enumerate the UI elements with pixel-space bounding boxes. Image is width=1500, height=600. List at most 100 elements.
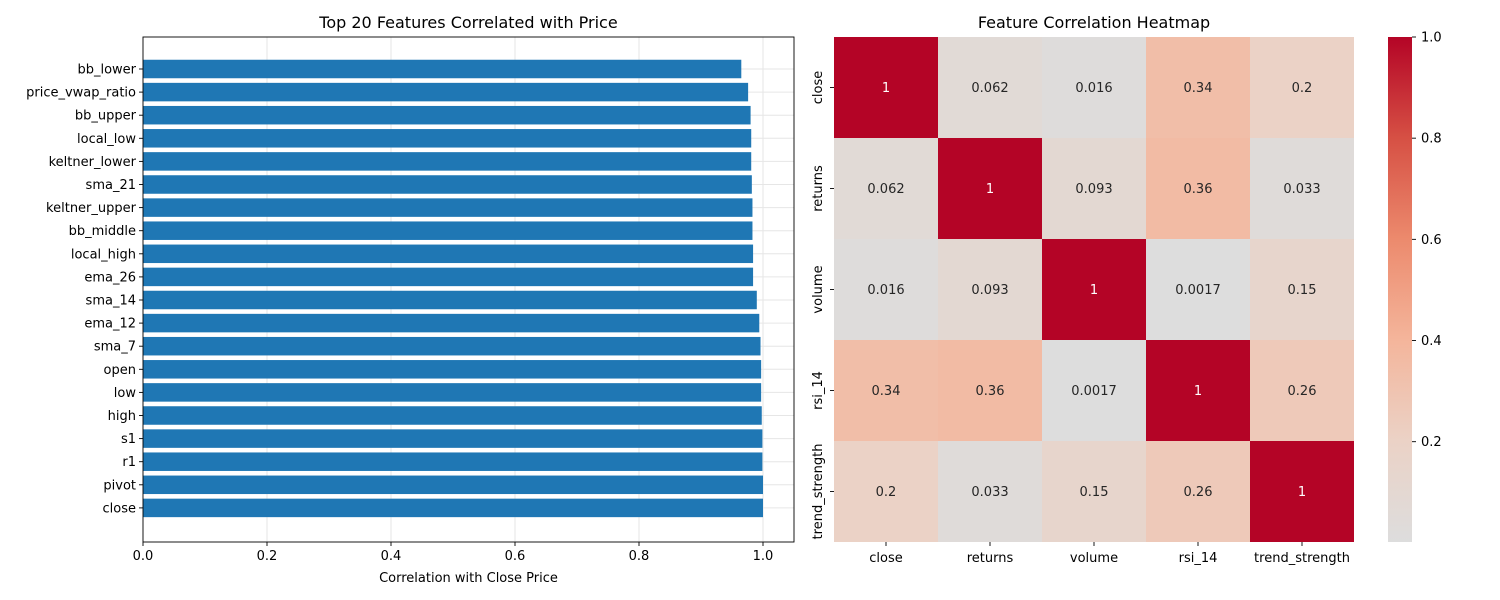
bar [143, 267, 754, 287]
colorbar-tick-label: 1.0 [1421, 31, 1442, 46]
heatmap-cell [1146, 441, 1250, 542]
bar [143, 290, 757, 310]
y-tick-label: sma_21 [86, 178, 136, 193]
heatmap-cells: 1 0.062 0.016 0.34 0.2 0.062 1 0.093 0.36 0.033 0.… [834, 37, 1354, 542]
heatmap-y-tick-label: trend_strength [811, 444, 826, 540]
bar-x-axis-label: Correlation with Close Price [379, 571, 558, 586]
heatmap-cell-value: 0.36 [1184, 182, 1213, 197]
x-tick-label: 0.8 [629, 549, 650, 564]
y-tick-label: bb_upper [75, 109, 137, 124]
heatmap-cell-value: 0.062 [971, 81, 1008, 96]
bar-x-axis: 0.0 0.2 0.4 0.6 0.8 1.0 [133, 542, 774, 564]
y-tick-label: pivot [103, 478, 136, 493]
heatmap-y-tick-label: rsi_14 [811, 371, 826, 410]
y-tick-label: keltner_upper [46, 201, 137, 216]
bar [143, 59, 742, 79]
heatmap-cell [938, 340, 1042, 441]
bar-chart: Top 20 Features Correlated with Price 0.… [26, 13, 795, 586]
heatmap-y-tick-label: volume [811, 265, 826, 313]
heatmap-x-tick-label: rsi_14 [1179, 551, 1218, 566]
colorbar-tick-label: 0.6 [1421, 233, 1442, 248]
heatmap-cell-value: 1 [882, 81, 890, 96]
bar [143, 475, 763, 495]
heatmap-cell-value: 0.2 [1292, 81, 1313, 96]
y-tick-label: sma_14 [86, 294, 136, 309]
heatmap-cell-value: 0.016 [1075, 81, 1112, 96]
heatmap-cell-value: 0.2 [876, 485, 897, 500]
x-tick-label: 0.6 [505, 549, 526, 564]
heatmap-cell [938, 239, 1042, 340]
bar [143, 152, 752, 171]
x-tick-label: 0.2 [257, 549, 278, 564]
bar-chart-frame [142, 36, 795, 543]
bar [143, 336, 761, 356]
x-tick-label: 0.4 [381, 549, 402, 564]
heatmap-cell [1146, 340, 1250, 441]
heatmap-cell [1250, 37, 1354, 138]
colorbar-tick-label: 0.4 [1421, 334, 1442, 349]
heatmap-cell [1250, 239, 1354, 340]
y-tick-label: open [104, 363, 136, 378]
heatmap-x-tick-label: returns [967, 551, 1014, 566]
bar [143, 360, 762, 379]
heatmap-cell [834, 441, 938, 542]
heatmap-cell [834, 340, 938, 441]
heatmap-cell-value: 0.093 [971, 283, 1008, 298]
heatmap-cell [938, 138, 1042, 239]
y-tick-label: close [103, 501, 136, 516]
heatmap-chart: Feature Correlation Heatmap 1 0.062 0.016 0… [811, 13, 1354, 566]
bar-series [143, 59, 763, 518]
colorbar: 0.2 0.4 0.6 0.8 1.0 [1388, 31, 1442, 542]
y-tick-label: high [108, 409, 136, 424]
y-tick-label: local_low [77, 132, 136, 147]
y-tick-label: s1 [121, 432, 136, 447]
y-tick-label: bb_middle [69, 224, 136, 239]
heatmap-cell [834, 138, 938, 239]
y-tick-label: ema_26 [84, 270, 136, 285]
heatmap-cell [938, 37, 1042, 138]
colorbar-gradient [1388, 37, 1412, 542]
heatmap-cell-value: 1 [986, 182, 994, 197]
heatmap-cell-value: 0.26 [1288, 384, 1317, 399]
bar-y-axis: bb_lower price_vwap_ratio bb_upper local_lo… [26, 63, 143, 516]
bar-chart-title: Top 20 Features Correlated with Price [318, 13, 617, 32]
heatmap-y-axis: close returns volume rsi_14 trend_strength [811, 71, 834, 540]
heatmap-cell [1250, 138, 1354, 239]
y-tick-label: ema_12 [84, 317, 136, 332]
heatmap-cell [834, 37, 938, 138]
heatmap-cell-value: 0.26 [1184, 485, 1213, 500]
heatmap-x-tick-label: trend_strength [1254, 551, 1350, 566]
heatmap-cell [1042, 340, 1146, 441]
bar [143, 129, 752, 148]
heatmap-y-tick-label: returns [811, 165, 826, 212]
bar [143, 383, 762, 402]
heatmap-x-tick-label: volume [1070, 551, 1118, 566]
bar [143, 221, 753, 240]
heatmap-cell [1146, 239, 1250, 340]
colorbar-tick-label: 0.8 [1421, 132, 1442, 147]
heatmap-cell-value: 0.36 [976, 384, 1005, 399]
heatmap-x-axis: close returns volume rsi_14 trend_strength [869, 542, 1350, 566]
heatmap-cell-value: 1 [1194, 384, 1202, 399]
heatmap-cell [1250, 340, 1354, 441]
heatmap-cell [1042, 239, 1146, 340]
heatmap-cell-value: 0.033 [971, 485, 1008, 500]
y-tick-label: local_high [71, 247, 136, 262]
heatmap-cell [834, 239, 938, 340]
y-tick-label: r1 [122, 455, 136, 470]
heatmap-cell [1042, 441, 1146, 542]
bar [143, 198, 753, 217]
heatmap-cell-value: 1 [1090, 283, 1098, 298]
colorbar-ticks: 0.2 0.4 0.6 0.8 1.0 [1412, 31, 1442, 450]
heatmap-cell [1146, 37, 1250, 138]
y-tick-label: bb_lower [77, 63, 136, 78]
x-tick-label: 0.0 [133, 549, 154, 564]
bar [143, 175, 752, 194]
heatmap-cell-value: 0.0017 [1071, 384, 1117, 399]
bar [143, 105, 751, 125]
y-tick-label: sma_7 [94, 340, 136, 355]
heatmap-cell-value: 0.093 [1075, 182, 1112, 197]
heatmap-y-tick-label: close [811, 71, 826, 104]
x-tick-label: 1.0 [753, 549, 774, 564]
heatmap-cell [1146, 138, 1250, 239]
